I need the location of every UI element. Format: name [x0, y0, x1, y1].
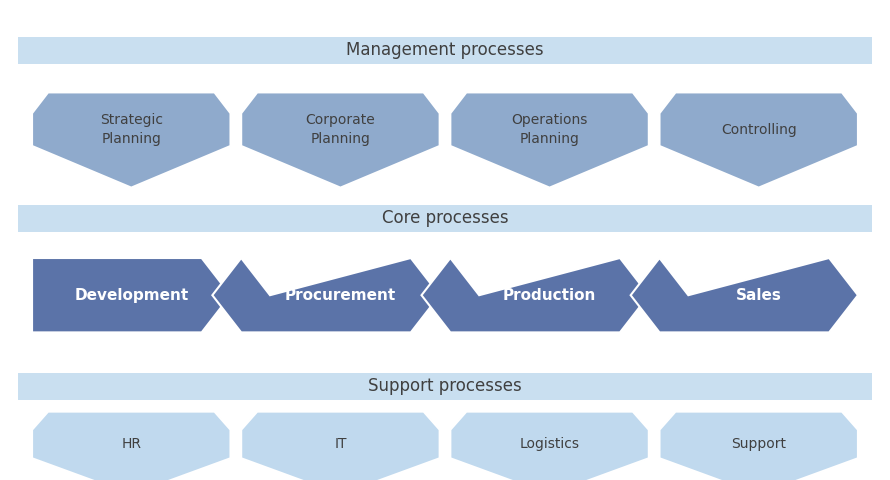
- Text: IT: IT: [334, 437, 347, 451]
- Text: Procurement: Procurement: [285, 288, 396, 303]
- FancyBboxPatch shape: [18, 37, 872, 63]
- Text: Core processes: Core processes: [382, 209, 508, 228]
- Polygon shape: [241, 411, 440, 480]
- Text: Operations
Planning: Operations Planning: [512, 113, 587, 146]
- Polygon shape: [450, 411, 649, 480]
- FancyBboxPatch shape: [18, 373, 872, 399]
- Polygon shape: [241, 92, 440, 188]
- Polygon shape: [659, 92, 858, 188]
- Text: Development: Development: [74, 288, 189, 303]
- Text: Support: Support: [732, 437, 786, 451]
- Polygon shape: [32, 258, 231, 332]
- FancyBboxPatch shape: [18, 205, 872, 231]
- Text: Strategic
Planning: Strategic Planning: [100, 113, 163, 146]
- Polygon shape: [450, 92, 649, 188]
- Polygon shape: [32, 92, 231, 188]
- Text: Logistics: Logistics: [520, 437, 579, 451]
- Text: HR: HR: [121, 437, 142, 451]
- Text: Corporate
Planning: Corporate Planning: [305, 113, 376, 146]
- Polygon shape: [213, 258, 440, 332]
- Text: Support processes: Support processes: [368, 377, 522, 396]
- Polygon shape: [422, 258, 649, 332]
- Polygon shape: [32, 411, 231, 480]
- Text: Management processes: Management processes: [346, 41, 544, 60]
- Text: Sales: Sales: [736, 288, 781, 303]
- Text: Controlling: Controlling: [721, 122, 797, 137]
- Polygon shape: [659, 411, 858, 480]
- Polygon shape: [631, 258, 858, 332]
- Text: Production: Production: [503, 288, 596, 303]
